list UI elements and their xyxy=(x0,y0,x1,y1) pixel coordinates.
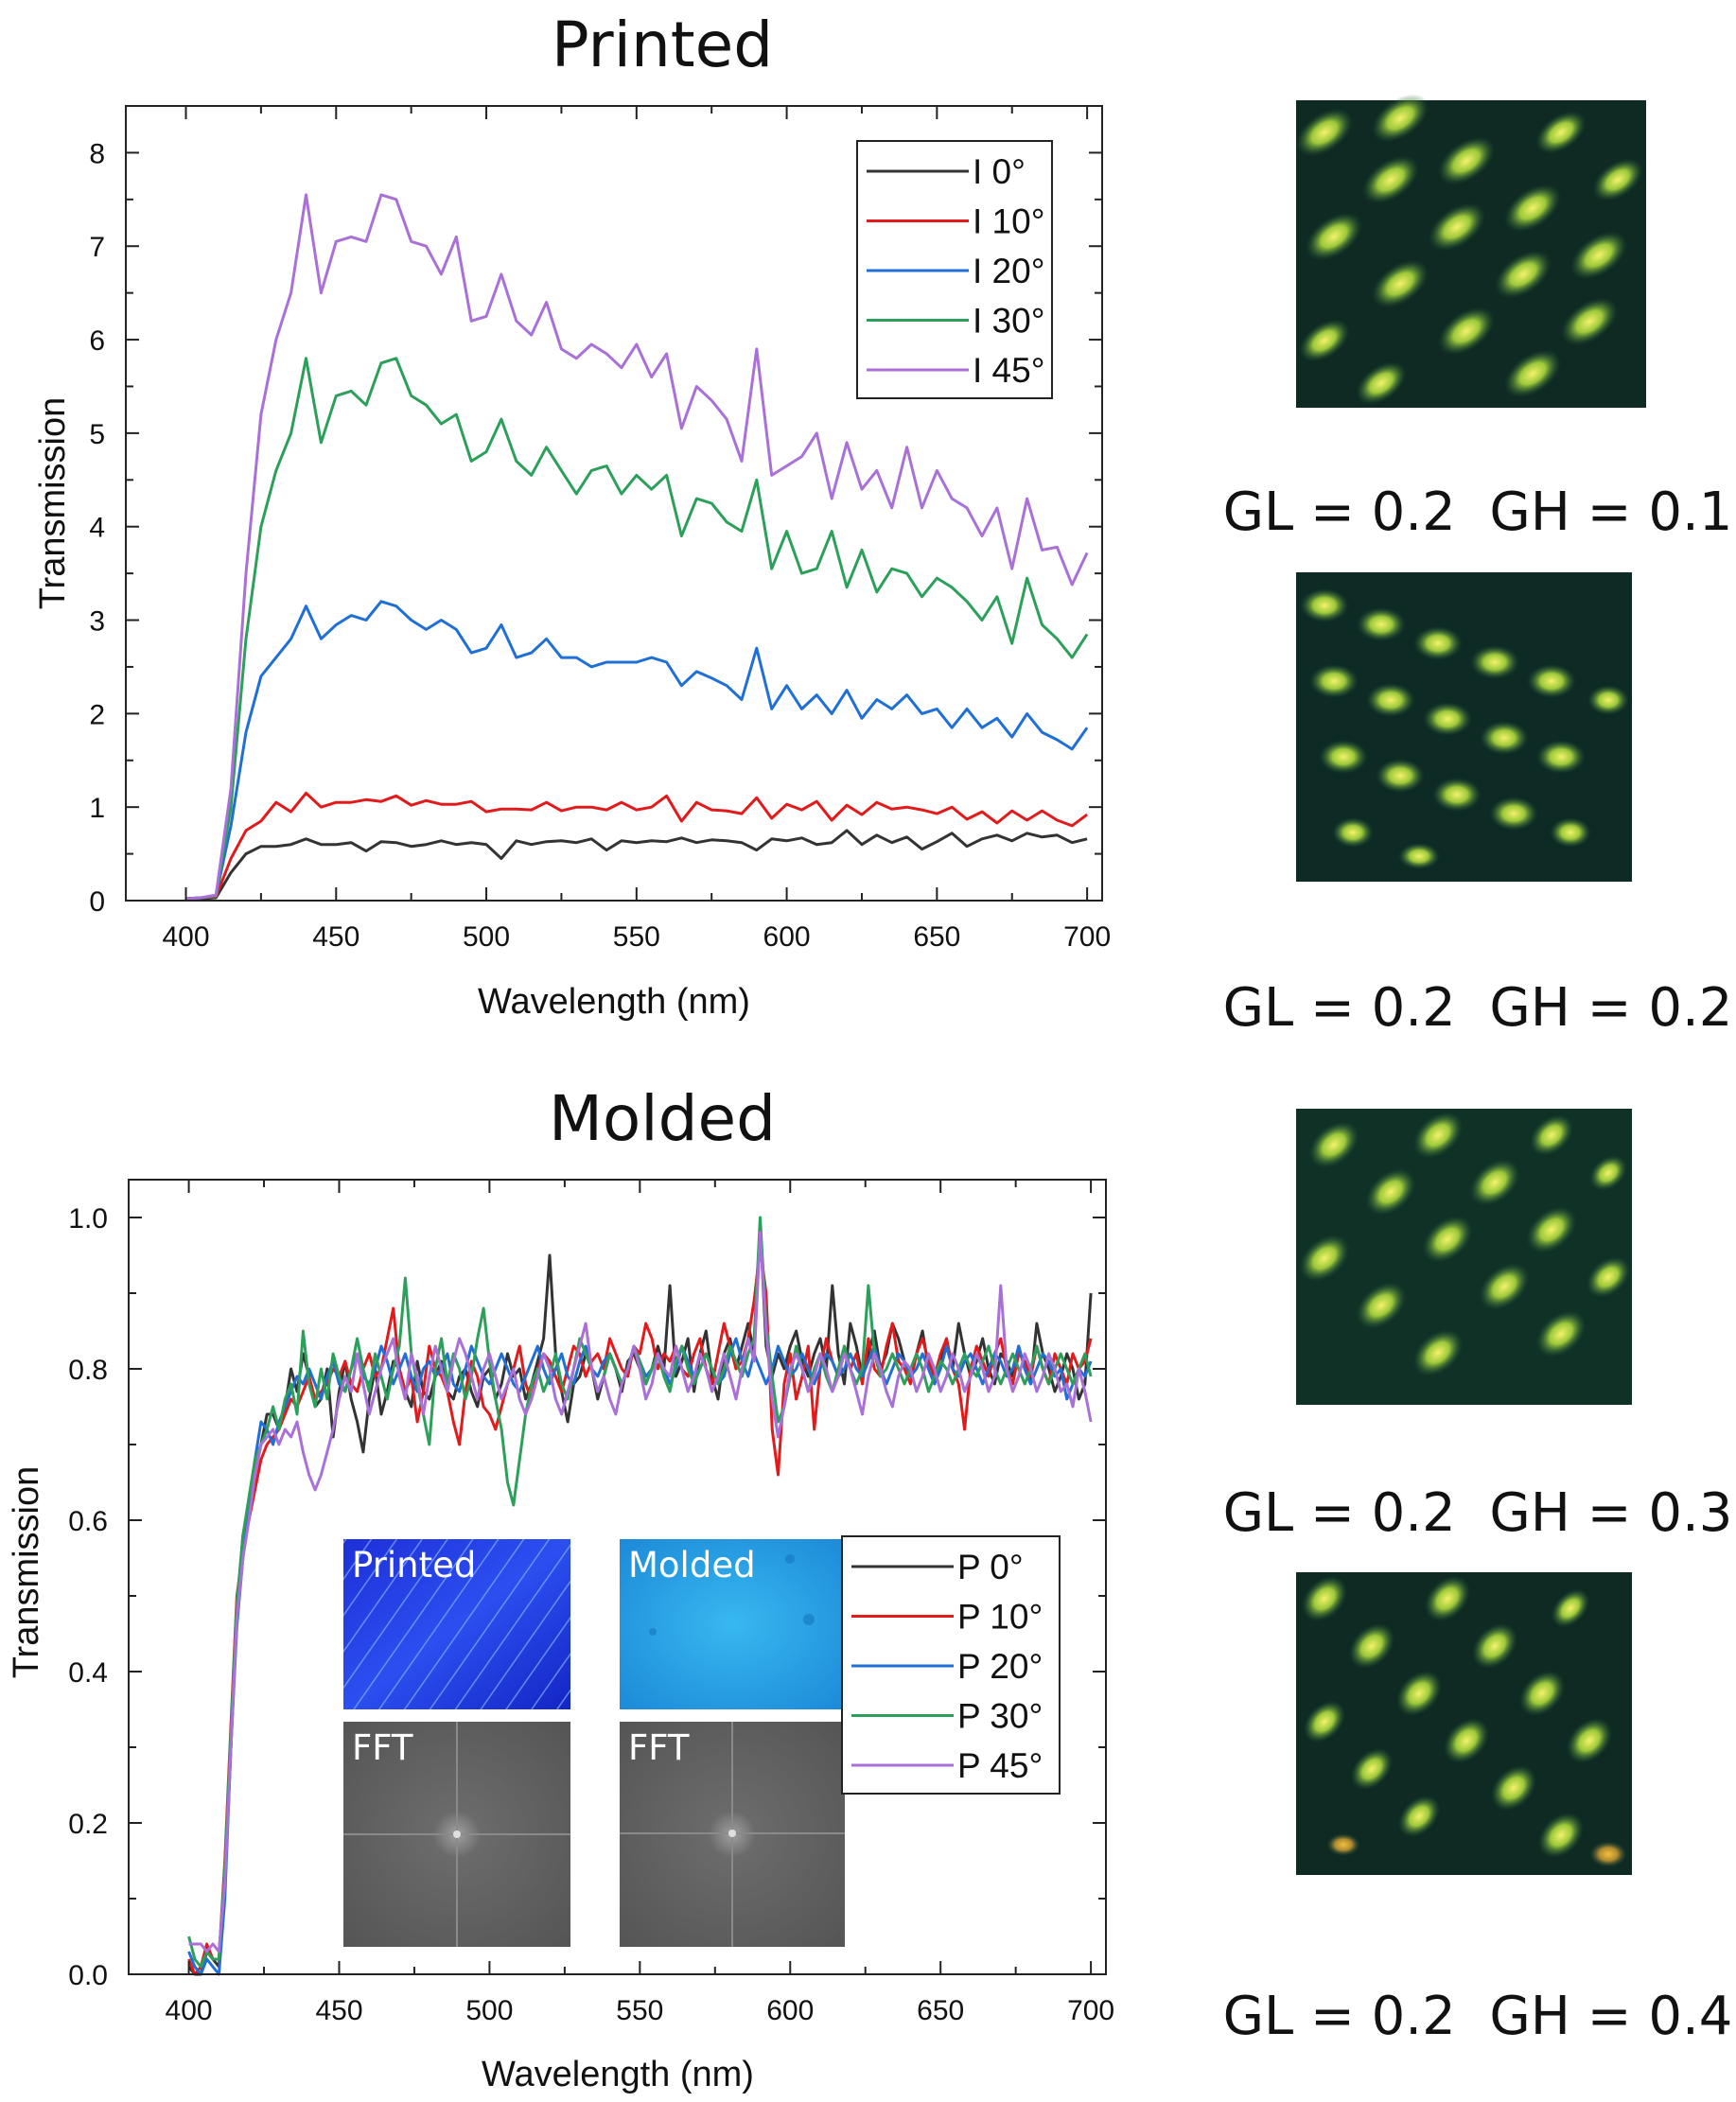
series-line-molded-4 xyxy=(188,1231,1093,1953)
x-tick-label-printed-3: 550 xyxy=(613,921,660,953)
plot-frame-printed xyxy=(125,105,1103,902)
y-tick-label-molded-5: 1.0 xyxy=(68,1203,108,1235)
x-tick-label-printed-0: 400 xyxy=(162,921,209,953)
micrograph-column: GL = 0.2 GH = 0.1 xyxy=(1223,94,1733,2047)
x-tick-label-printed-4: 600 xyxy=(763,921,811,953)
series-line-printed-4 xyxy=(185,193,1089,901)
inset-label-molded: Molded xyxy=(628,1545,756,1585)
legend-label-molded-4: P 45° xyxy=(957,1746,1043,1785)
molded-ticks: 400 450 500 550 600 650 700 0.0 0.2 0.4 0.6 0.8 1.0 xyxy=(68,1180,1114,2026)
inset-molded-micrograph: Molded xyxy=(620,1539,845,1709)
micrograph-3 xyxy=(1296,1109,1632,1405)
legend-label-printed-0: I 0° xyxy=(973,152,1026,191)
legend-molded: P 0° P 10° P 20° P 30° P 45° xyxy=(841,1535,1061,1795)
micrograph-caption-1: GL = 0.2 GH = 0.1 xyxy=(1223,482,1733,543)
inset-label-printed: Printed xyxy=(352,1545,476,1585)
y-axis-title-printed: Transmission xyxy=(33,397,73,610)
legend-label-molded-0: P 0° xyxy=(957,1548,1024,1586)
x-tick-label-printed-2: 500 xyxy=(463,921,510,953)
printed-series-group xyxy=(185,193,1089,901)
y-tick-label-molded-3: 0.6 xyxy=(68,1506,108,1537)
molded-series-group xyxy=(187,1216,1093,1976)
x-axis-title-molded: Wavelength (nm) xyxy=(482,2055,754,2094)
legend-label-molded-1: P 10° xyxy=(957,1598,1043,1637)
y-tick-label-printed-0: 0 xyxy=(89,886,105,918)
inset-label-fft-printed: FFT xyxy=(352,1727,413,1768)
series-line-printed-2 xyxy=(185,600,1089,901)
legend-printed: I 0° I 10° I 20° I 30° I 45° xyxy=(856,140,1053,399)
micrograph-4 xyxy=(1296,1572,1632,1875)
series-line-printed-0 xyxy=(185,829,1088,901)
x-tick-label-printed-6: 700 xyxy=(1063,921,1111,953)
x-axis-title-printed: Wavelength (nm) xyxy=(478,982,750,1022)
inset-fft-printed: FFT xyxy=(343,1722,570,1947)
legend-label-printed-4: I 45° xyxy=(973,351,1045,390)
y-tick-label-molded-2: 0.4 xyxy=(68,1657,108,1689)
x-tick-label-molded-4: 600 xyxy=(766,1995,814,2026)
legend-label-molded-2: P 20° xyxy=(957,1647,1043,1686)
y-tick-label-printed-1: 1 xyxy=(89,793,105,824)
legend-label-printed-3: I 30° xyxy=(973,302,1045,341)
chart-title-printed: Printed xyxy=(552,9,773,81)
y-tick-label-printed-6: 6 xyxy=(89,325,105,357)
x-tick-label-molded-2: 500 xyxy=(465,1995,513,2026)
micrograph-caption-2: GL = 0.2 GH = 0.2 xyxy=(1223,977,1733,1039)
legend-label-printed-2: I 20° xyxy=(973,252,1045,290)
y-tick-label-printed-8: 8 xyxy=(89,138,105,169)
printed-ticks: 400 450 500 550 600 650 700 0 1 2 3 4 5 6 7 8 xyxy=(89,106,1111,953)
micrograph-caption-4: GL = 0.2 GH = 0.4 xyxy=(1223,1986,1733,2047)
micrograph-2 xyxy=(1296,572,1632,882)
x-tick-label-printed-5: 650 xyxy=(913,921,960,953)
inset-printed-micrograph: Printed xyxy=(343,1539,570,1709)
y-tick-label-molded-4: 0.8 xyxy=(68,1355,108,1386)
y-tick-label-printed-7: 7 xyxy=(89,232,105,263)
series-line-printed-1 xyxy=(185,791,1088,901)
y-tick-label-molded-0: 0.0 xyxy=(68,1960,108,1991)
legend-label-printed-1: I 10° xyxy=(973,202,1045,241)
inset-label-fft-molded: FFT xyxy=(628,1727,690,1768)
series-line-printed-3 xyxy=(185,357,1089,901)
x-tick-label-molded-5: 650 xyxy=(917,1995,964,2026)
micrograph-1 xyxy=(1295,94,1646,408)
legend-label-molded-3: P 30° xyxy=(957,1697,1043,1736)
y-tick-label-molded-1: 0.2 xyxy=(68,1809,108,1840)
x-tick-label-molded-6: 700 xyxy=(1067,1995,1114,2026)
chart-molded: Molded 400 450 500 550 600 650 700 0.0 0.2 0.4 0.6… xyxy=(7,1082,1114,2094)
x-tick-label-molded-1: 450 xyxy=(315,1995,362,2026)
x-tick-label-printed-1: 450 xyxy=(312,921,359,953)
inset-fft-molded: FFT xyxy=(620,1722,845,1947)
y-tick-label-printed-5: 5 xyxy=(89,419,105,450)
micrograph-caption-3: GL = 0.2 GH = 0.3 xyxy=(1223,1482,1733,1544)
series-line-molded-3 xyxy=(187,1216,1093,1969)
chart-printed: Printed 400 450 500 550 600 650 700 0 1 2 3 4 5 6 7 8 W… xyxy=(33,9,1111,1022)
y-tick-label-printed-3: 3 xyxy=(89,606,105,638)
y-tick-label-printed-2: 2 xyxy=(89,699,105,730)
y-axis-title-molded: Transmission xyxy=(7,1466,46,1679)
y-tick-label-printed-4: 4 xyxy=(89,513,105,544)
plot-frame-molded xyxy=(128,1179,1107,1975)
chart-title-molded: Molded xyxy=(549,1082,776,1155)
x-tick-label-molded-0: 400 xyxy=(166,1995,213,2026)
x-tick-label-molded-3: 550 xyxy=(616,1995,663,2026)
